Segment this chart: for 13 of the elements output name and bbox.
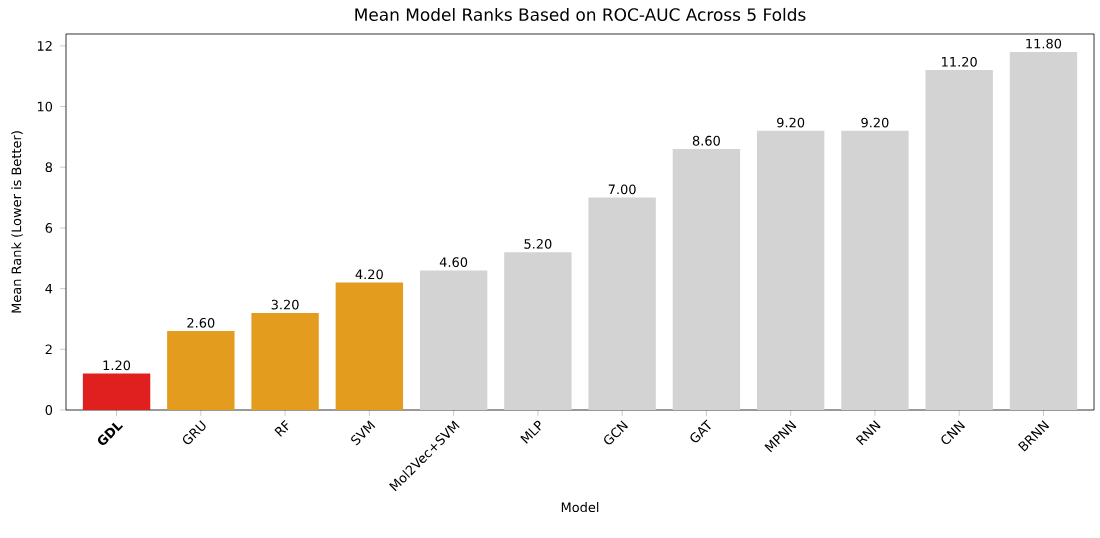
bar bbox=[504, 252, 572, 410]
bar bbox=[335, 282, 404, 410]
bar bbox=[251, 312, 319, 410]
bar bbox=[588, 197, 656, 410]
bar bbox=[82, 373, 151, 410]
bar bbox=[1009, 51, 1078, 410]
bar bbox=[672, 149, 741, 410]
bar bbox=[925, 70, 993, 410]
bar bbox=[167, 331, 235, 410]
bar bbox=[841, 130, 909, 410]
bar bbox=[756, 130, 825, 410]
bar bbox=[419, 270, 488, 410]
chart-title: Mean Model Ranks Based on ROC-AUC Across 5 Folds bbox=[355, 7, 806, 22]
